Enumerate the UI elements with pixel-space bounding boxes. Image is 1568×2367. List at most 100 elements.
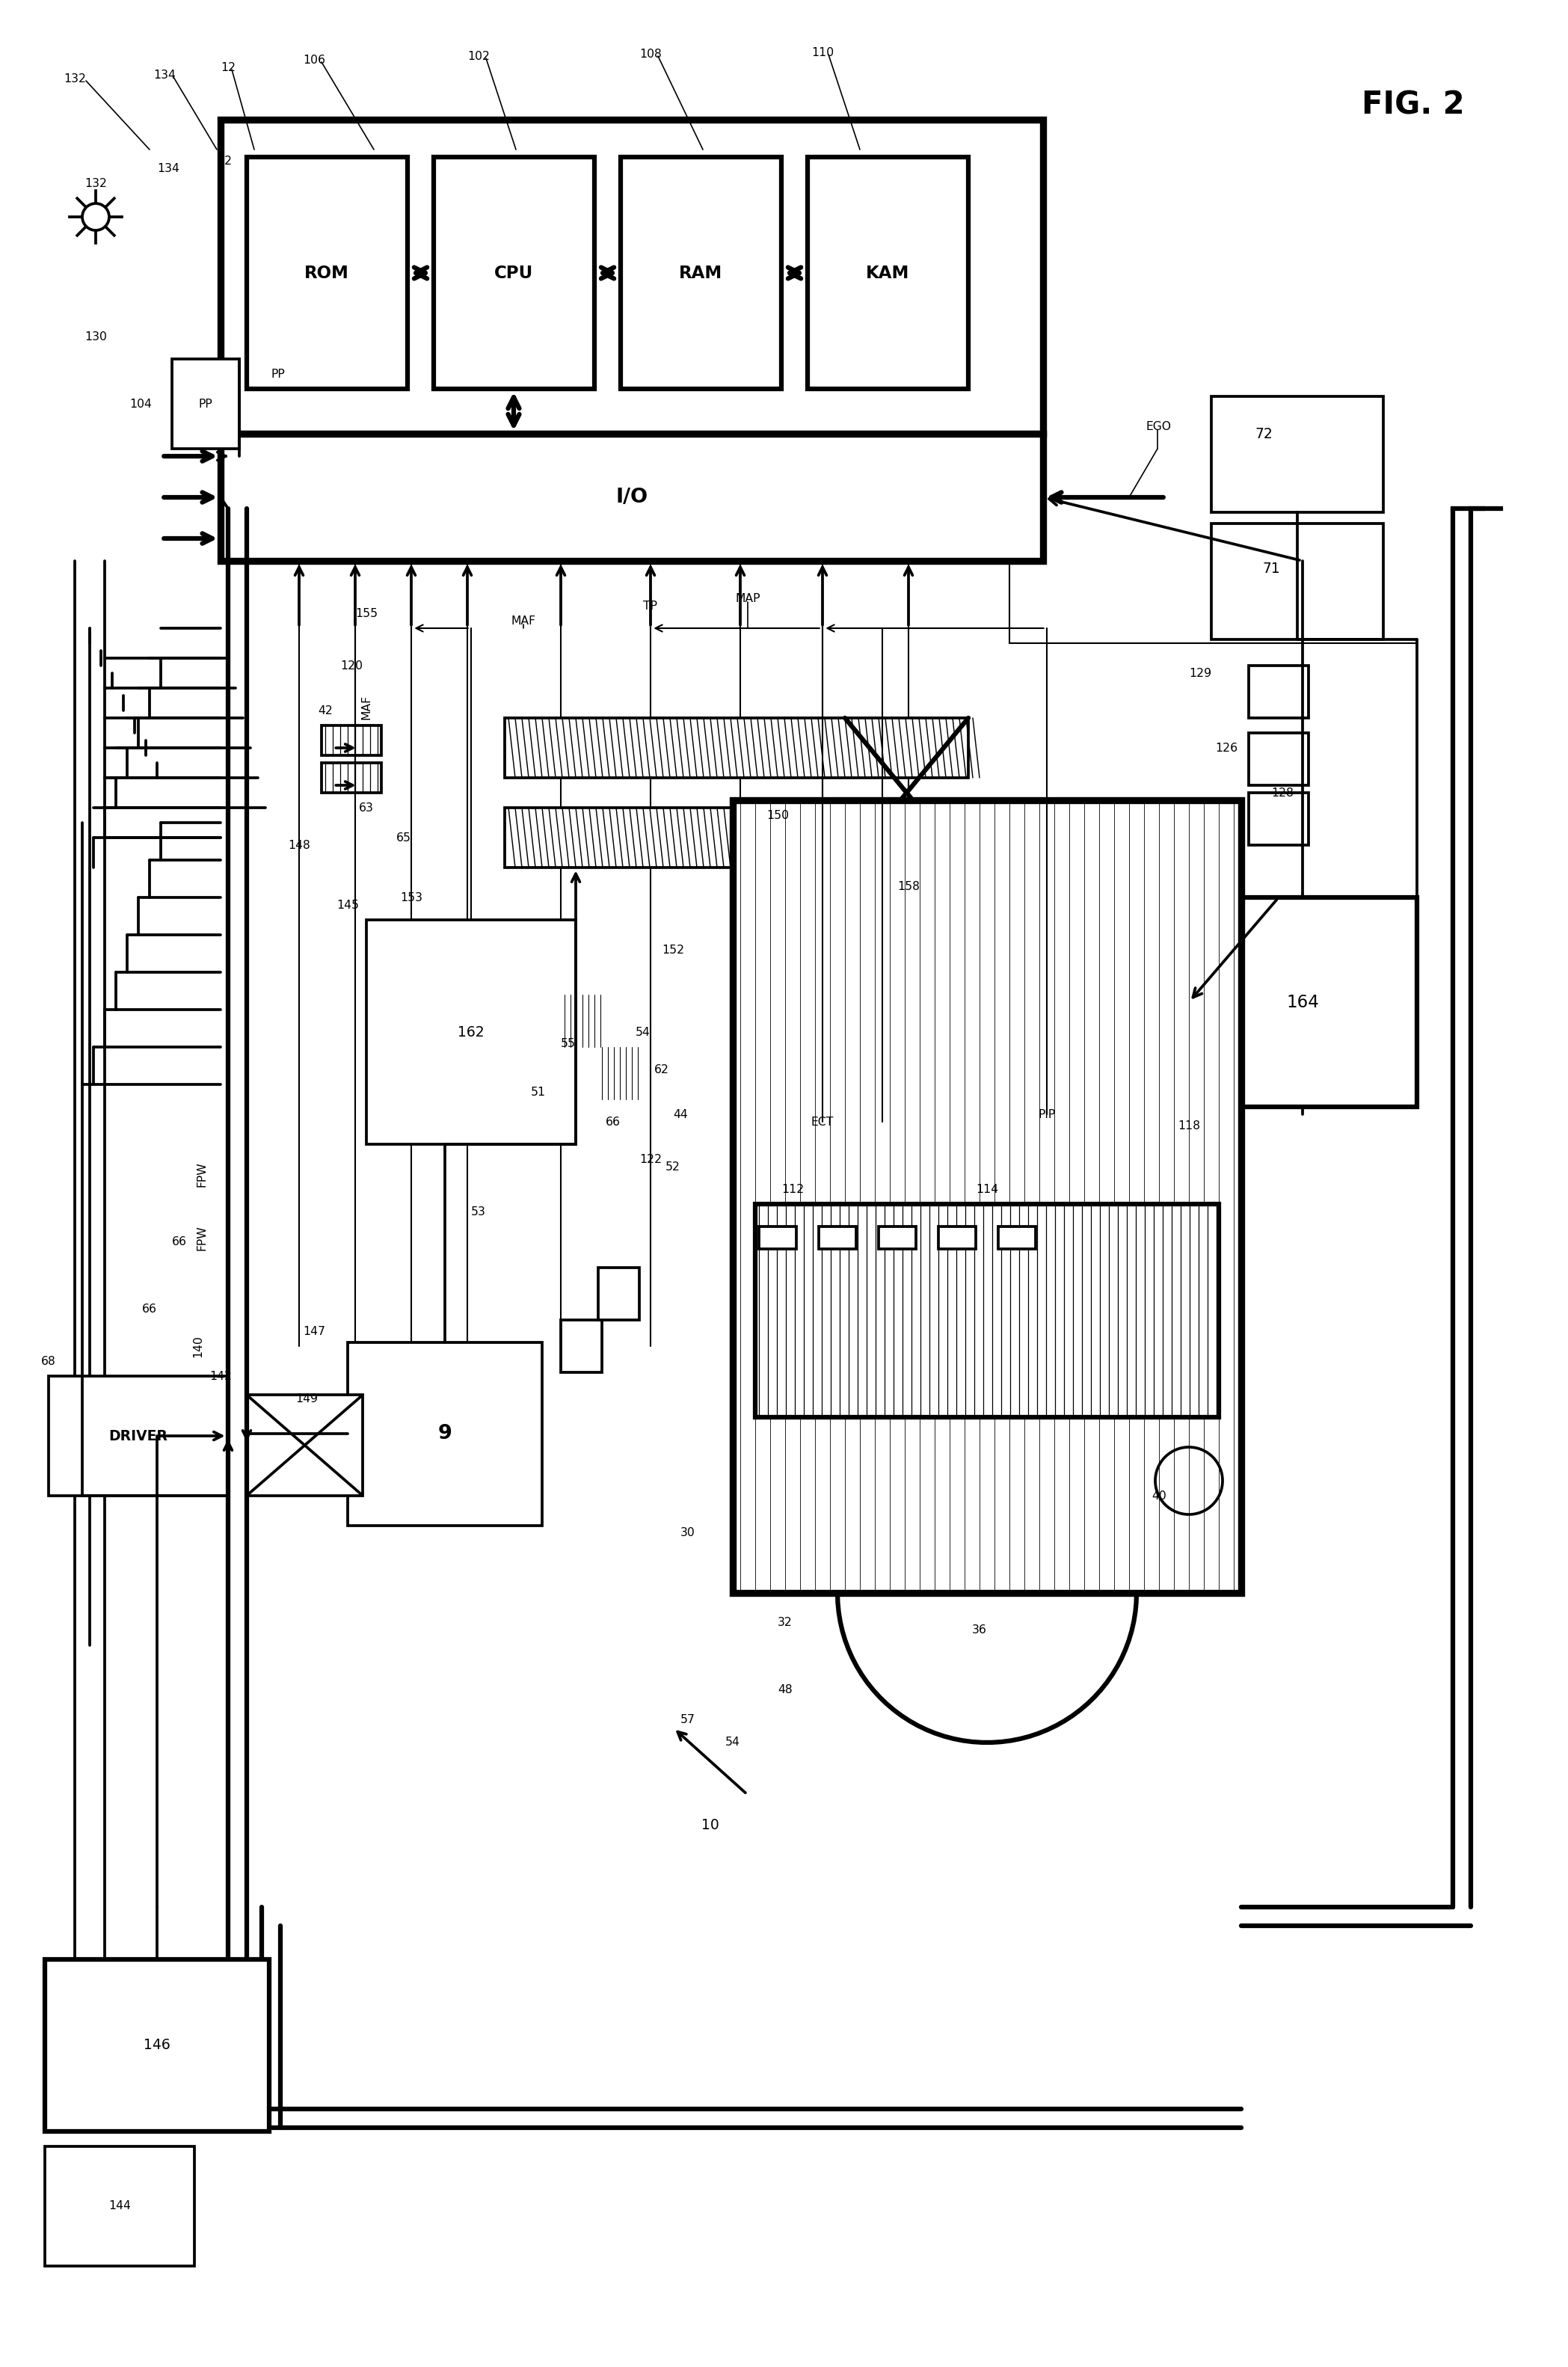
- Text: 106: 106: [303, 54, 325, 66]
- Text: 155: 155: [354, 608, 378, 618]
- Text: CPU: CPU: [494, 265, 533, 282]
- Text: 128: 128: [1272, 788, 1294, 798]
- Text: 104: 104: [130, 398, 152, 409]
- Text: 122: 122: [640, 1153, 662, 1165]
- Text: 126: 126: [1215, 743, 1237, 753]
- Text: 9: 9: [437, 1425, 452, 1444]
- Text: 48: 48: [778, 1685, 792, 1695]
- Text: 110: 110: [811, 47, 834, 57]
- Bar: [808, 156, 969, 388]
- Text: 134: 134: [154, 69, 176, 80]
- Bar: [246, 1394, 362, 1496]
- Text: 132: 132: [64, 73, 86, 85]
- Text: 162: 162: [458, 1025, 485, 1039]
- Circle shape: [82, 204, 110, 230]
- Text: MAF: MAF: [511, 615, 536, 627]
- Bar: [759, 1226, 797, 1250]
- Text: 147: 147: [303, 1326, 325, 1337]
- Polygon shape: [597, 1269, 640, 1321]
- Bar: [246, 156, 408, 388]
- Text: FPW: FPW: [196, 1162, 207, 1186]
- Text: PP: PP: [199, 398, 213, 409]
- Bar: [999, 1226, 1035, 1250]
- Text: 53: 53: [470, 1205, 486, 1217]
- Text: FPW: FPW: [196, 1226, 207, 1250]
- Text: 132: 132: [85, 178, 107, 189]
- Text: 51: 51: [532, 1086, 546, 1098]
- Text: 63: 63: [359, 802, 373, 814]
- Bar: [732, 800, 1242, 1593]
- Text: 129: 129: [1189, 667, 1212, 679]
- Text: 30: 30: [681, 1527, 695, 1539]
- Text: 118: 118: [1178, 1120, 1200, 1131]
- Text: 54: 54: [635, 1027, 651, 1037]
- Text: 102: 102: [467, 50, 489, 62]
- Text: RAM: RAM: [679, 265, 723, 282]
- Text: 148: 148: [289, 840, 310, 850]
- Text: TP: TP: [643, 601, 657, 611]
- Text: 42: 42: [318, 705, 332, 717]
- Text: 145: 145: [337, 899, 359, 911]
- Text: 114: 114: [975, 1184, 999, 1195]
- Text: 149: 149: [295, 1392, 318, 1404]
- Bar: [938, 1226, 975, 1250]
- Text: MAF: MAF: [361, 694, 372, 720]
- Text: PP: PP: [271, 369, 285, 379]
- Text: 150: 150: [767, 810, 789, 821]
- Text: 72: 72: [1254, 426, 1273, 440]
- Bar: [1212, 395, 1383, 511]
- Text: 112: 112: [781, 1184, 804, 1195]
- Bar: [621, 156, 781, 388]
- Bar: [49, 1375, 227, 1496]
- Text: 152: 152: [662, 944, 684, 956]
- Text: ROM: ROM: [304, 265, 350, 282]
- Text: EGO: EGO: [1146, 421, 1171, 431]
- Bar: [1248, 734, 1309, 786]
- Text: 68: 68: [41, 1356, 56, 1366]
- Bar: [1248, 793, 1309, 845]
- Bar: [1189, 897, 1417, 1108]
- Text: 12: 12: [216, 156, 232, 166]
- Text: 140: 140: [193, 1335, 204, 1356]
- Bar: [878, 1226, 916, 1250]
- Text: 153: 153: [400, 892, 422, 904]
- Text: 65: 65: [397, 833, 411, 843]
- Text: 164: 164: [1286, 994, 1319, 1011]
- Text: FIG. 2: FIG. 2: [1361, 90, 1465, 121]
- Text: 36: 36: [972, 1624, 986, 1636]
- Text: 32: 32: [778, 1617, 792, 1628]
- Bar: [818, 1226, 856, 1250]
- Text: PIP: PIP: [1038, 1108, 1055, 1120]
- Text: 120: 120: [340, 660, 362, 672]
- Text: 66: 66: [172, 1236, 187, 1247]
- Text: 44: 44: [673, 1108, 688, 1120]
- Text: 57: 57: [681, 1714, 695, 1726]
- Text: 62: 62: [654, 1063, 670, 1075]
- Bar: [348, 1342, 543, 1527]
- Text: ECT: ECT: [811, 1117, 834, 1127]
- Bar: [172, 360, 240, 450]
- Text: 66: 66: [605, 1117, 621, 1127]
- Polygon shape: [561, 1321, 602, 1373]
- Bar: [45, 2147, 194, 2265]
- Bar: [434, 156, 594, 388]
- Text: 66: 66: [143, 1304, 157, 1314]
- Bar: [505, 807, 969, 869]
- Text: 158: 158: [897, 881, 920, 892]
- Text: 40: 40: [1151, 1491, 1167, 1501]
- Bar: [321, 724, 381, 755]
- Text: 130: 130: [85, 331, 107, 343]
- Text: KAM: KAM: [866, 265, 909, 282]
- Bar: [221, 121, 1043, 433]
- Text: 142: 142: [210, 1370, 232, 1382]
- Text: 71: 71: [1262, 561, 1279, 575]
- Text: I/O: I/O: [616, 488, 648, 507]
- Text: 54: 54: [726, 1737, 740, 1749]
- Bar: [505, 717, 969, 779]
- Bar: [221, 433, 1043, 561]
- Text: MAP: MAP: [735, 592, 760, 604]
- Bar: [1248, 665, 1309, 717]
- Bar: [45, 1960, 270, 2130]
- Bar: [756, 1205, 1218, 1418]
- Text: 144: 144: [108, 2201, 130, 2211]
